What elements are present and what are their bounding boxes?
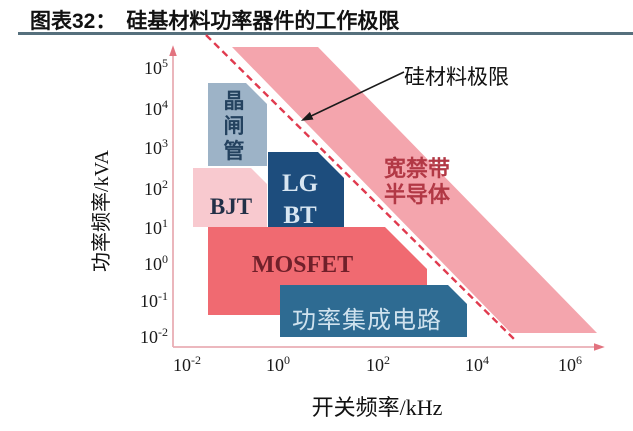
lgbt-region <box>268 152 344 242</box>
bjt-region <box>193 168 267 227</box>
title-rule-divider <box>18 32 633 35</box>
silicon-limit-dashed-line <box>205 34 517 342</box>
figure-number-label: 图表32： <box>30 10 117 33</box>
wide-bandgap-band <box>232 47 597 333</box>
thyristor-region <box>208 83 267 166</box>
power-ic-region <box>280 285 467 337</box>
figure-title: 硅基材料功率器件的工作极限 <box>126 10 400 33</box>
figure-header: 图表32： 硅基材料功率器件的工作极限 <box>30 5 620 35</box>
annotation-arrow <box>300 71 405 121</box>
